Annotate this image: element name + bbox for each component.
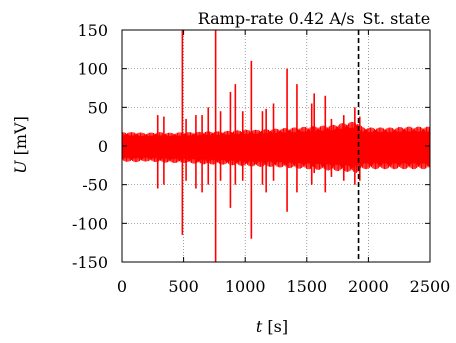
y-tick-label: -150 [72,253,108,272]
x-tick-label: 1500 [286,277,327,296]
y-tick-label: 0 [98,137,108,156]
y-axis-label: U [mV] [11,116,30,174]
x-axis-label: t [s] [256,317,288,336]
annotations: Ramp-rate 0.42 A/s St. state [198,9,430,28]
x-tick-label: 1000 [225,277,266,296]
x-axis-unit: [s] [267,317,288,336]
annotation-steady-state: St. state [363,9,431,28]
series-trace [121,30,431,262]
y-tick-label: -100 [72,214,108,233]
y-tick-label: -50 [82,176,108,195]
x-axis-var: t [256,317,263,336]
y-axis-var: U [11,160,30,174]
annotation-ramp-rate: Ramp-rate 0.42 A/s [198,9,355,28]
x-tick-label: 0 [117,277,127,296]
y-tick-label: 150 [77,21,108,40]
axis-ticks: 0 500 1000 1500 2000 2500 -150 -100 -50 0 50 100 150 [72,21,450,296]
y-tick-label: 100 [77,60,108,79]
y-tick-label: 50 [88,98,108,117]
y-axis-unit: [mV] [11,116,30,155]
x-tick-label: 2500 [410,277,451,296]
x-tick-label: 500 [168,277,199,296]
x-tick-label: 2000 [348,277,389,296]
series-band [122,127,430,167]
